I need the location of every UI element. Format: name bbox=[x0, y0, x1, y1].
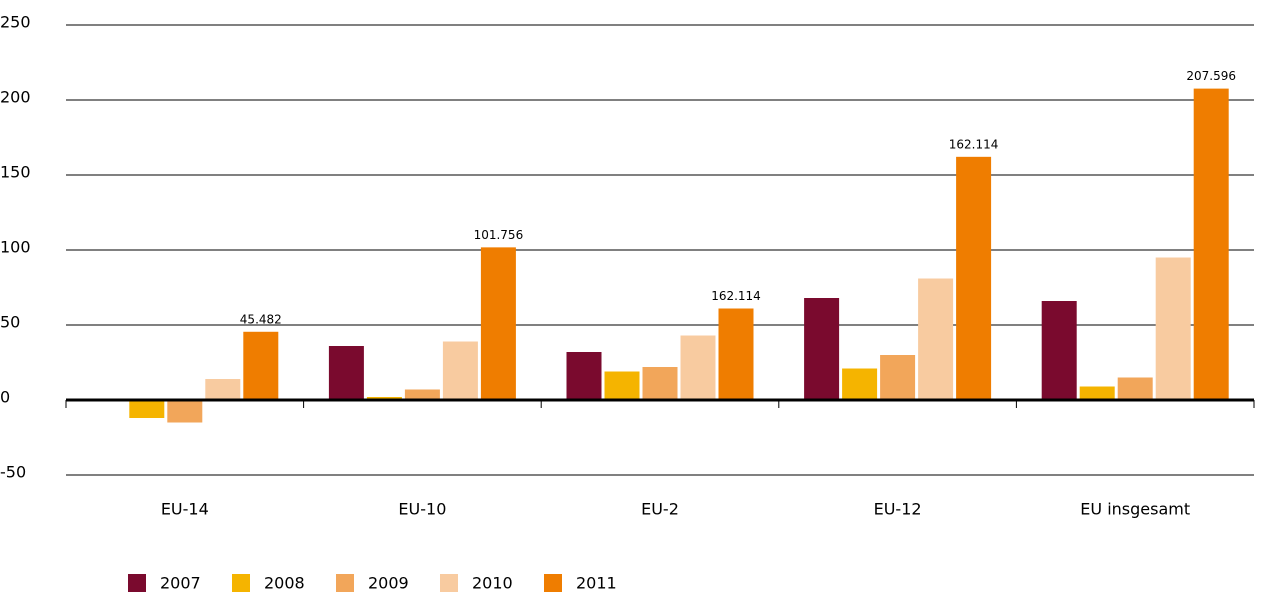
legend-label: 2009 bbox=[368, 574, 409, 592]
annotation: 162.114 bbox=[711, 289, 761, 303]
y-tick-label: 250 bbox=[0, 13, 31, 32]
bar bbox=[880, 355, 916, 400]
bar bbox=[718, 308, 754, 400]
bar bbox=[243, 331, 279, 400]
x-tick-label: EU insgesamt bbox=[1080, 500, 1190, 519]
value-label: 45.482 bbox=[240, 312, 282, 326]
legend-label: 2010 bbox=[472, 574, 513, 592]
bar bbox=[205, 379, 241, 400]
x-tick-label: EU-14 bbox=[161, 500, 209, 519]
bar bbox=[804, 298, 840, 400]
legend-swatch bbox=[232, 574, 250, 592]
x-tick-label: EU-2 bbox=[641, 500, 679, 519]
x-tick-label: EU-12 bbox=[874, 500, 922, 519]
y-tick-label: -50 bbox=[0, 463, 26, 482]
legend-swatch bbox=[440, 574, 458, 592]
legend-swatch bbox=[544, 574, 562, 592]
y-tick-label: 200 bbox=[0, 88, 31, 107]
legend-label: 2007 bbox=[160, 574, 201, 592]
bar bbox=[918, 278, 954, 400]
bar bbox=[1079, 386, 1115, 400]
y-tick-label: 50 bbox=[0, 313, 20, 332]
bar bbox=[1193, 88, 1229, 400]
y-tick-label: 150 bbox=[0, 163, 31, 182]
bar bbox=[604, 371, 640, 400]
bar bbox=[680, 335, 716, 400]
bar bbox=[129, 400, 165, 418]
legend-swatch bbox=[336, 574, 354, 592]
legend-swatch bbox=[128, 574, 146, 592]
legend-label: 2008 bbox=[264, 574, 305, 592]
bar bbox=[328, 346, 364, 400]
bar bbox=[1155, 257, 1191, 400]
bar bbox=[442, 341, 478, 400]
x-tick-label: EU-10 bbox=[398, 500, 446, 519]
bar bbox=[566, 352, 602, 400]
value-label: 162.114 bbox=[949, 137, 999, 151]
bar bbox=[404, 389, 440, 400]
value-label: 207.596 bbox=[1186, 69, 1236, 83]
bar bbox=[167, 400, 203, 423]
bar bbox=[956, 156, 992, 400]
bar bbox=[1117, 377, 1153, 400]
bar bbox=[480, 247, 516, 400]
legend-label: 2011 bbox=[576, 574, 617, 592]
y-tick-label: 100 bbox=[0, 238, 31, 257]
value-label: 101.756 bbox=[474, 228, 524, 242]
bar bbox=[642, 367, 678, 400]
y-tick-label: 0 bbox=[0, 388, 10, 407]
bar bbox=[842, 368, 878, 400]
bar bbox=[1041, 301, 1077, 400]
